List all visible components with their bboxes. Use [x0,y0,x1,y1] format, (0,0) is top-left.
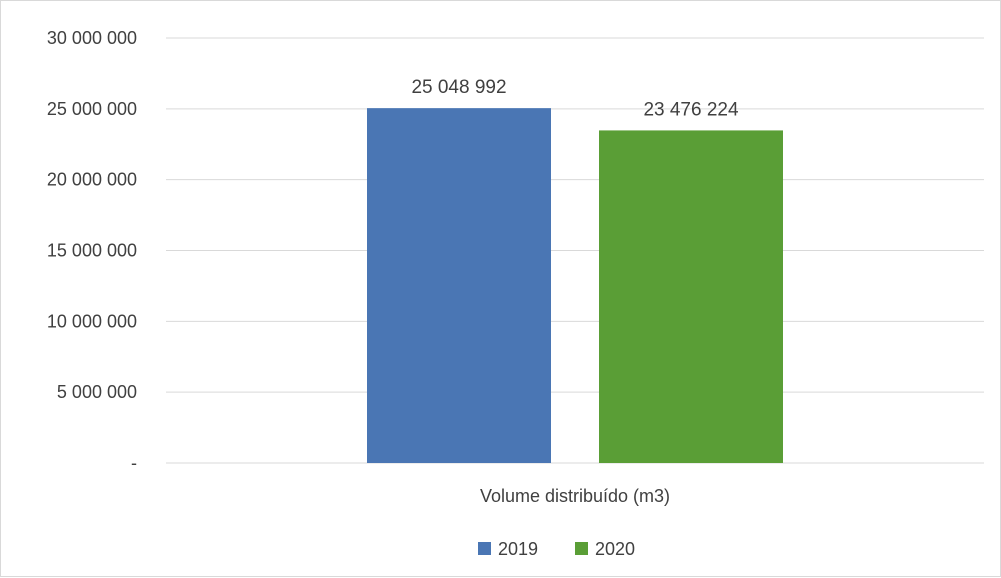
y-tick-label: 10 000 000 [47,311,137,331]
legend-label-2020: 2020 [595,539,635,559]
category-label: Volume distribuído (m3) [480,486,670,506]
y-axis-ticks: - 5 000 000 10 000 000 15 000 000 20 000 000… [47,28,137,473]
data-labels: 25 048 992 23 476 224 [411,77,739,120]
data-label-2019: 25 048 992 [411,77,506,98]
data-label-2020: 23 476 224 [643,99,739,120]
legend-swatch-2020 [575,542,588,555]
legend-swatch-2019 [478,542,491,555]
y-tick-label: 20 000 000 [47,170,137,190]
y-tick-label: - [131,453,137,473]
bar-2020 [599,130,783,463]
bars [367,108,783,463]
y-tick-label: 25 000 000 [47,99,137,119]
legend-label-2019: 2019 [498,539,538,559]
y-tick-label: 15 000 000 [47,241,137,261]
bar-2019 [367,108,551,463]
legend: 2019 2020 [478,539,635,559]
y-tick-label: 5 000 000 [57,382,137,402]
y-tick-label: 30 000 000 [47,28,137,48]
gridlines [166,37,984,464]
